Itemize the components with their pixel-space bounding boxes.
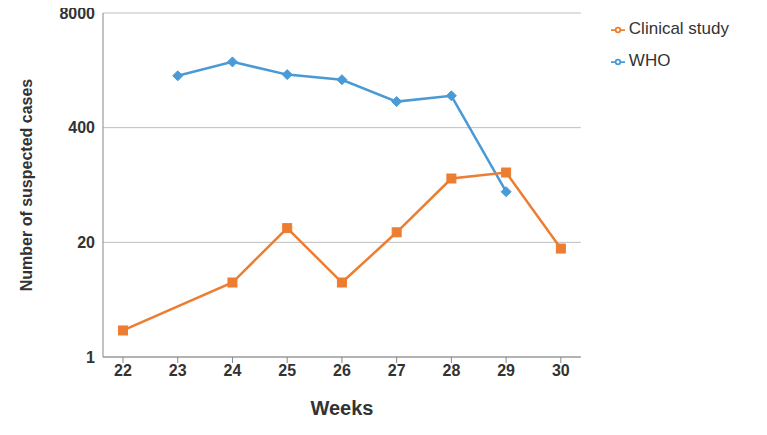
svg-text:27: 27 [388, 362, 406, 379]
svg-text:23: 23 [169, 362, 187, 379]
svg-text:26: 26 [333, 362, 351, 379]
svg-text:Weeks: Weeks [310, 397, 373, 419]
svg-text:28: 28 [442, 362, 460, 379]
svg-text:8000: 8000 [59, 8, 95, 22]
svg-text:1: 1 [86, 349, 95, 366]
svg-text:25: 25 [278, 362, 296, 379]
html-text:WHO: WHO [628, 51, 671, 70]
svg-text:Number of suspected cases: Number of suspected cases [18, 79, 35, 292]
svg-text:20: 20 [77, 234, 95, 251]
svg-text:30: 30 [552, 362, 570, 379]
svg-text:24: 24 [224, 362, 242, 379]
svg-text:400: 400 [68, 119, 95, 136]
svg-text:22: 22 [114, 362, 132, 379]
html-text:Clinical study: Clinical study [628, 19, 729, 38]
svg-text:29: 29 [497, 362, 515, 379]
